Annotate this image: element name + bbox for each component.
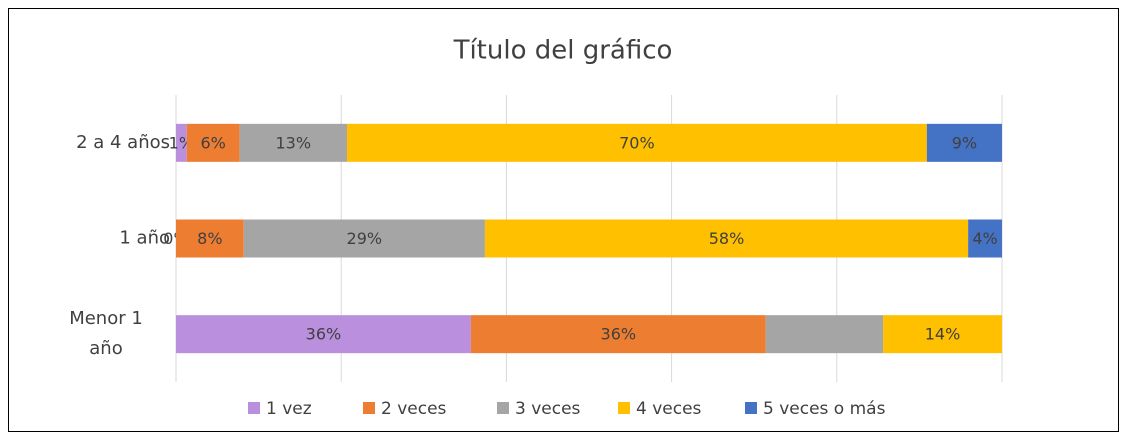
legend-label: 3 veces	[515, 399, 581, 419]
bar-segment	[243, 219, 485, 258]
legend-swatch	[248, 402, 260, 414]
data-label: 6%	[200, 133, 225, 152]
y-tick-label: 1 año	[119, 228, 170, 249]
bar-segment	[176, 315, 471, 354]
bar-segment	[968, 219, 1002, 258]
bar-segment	[883, 315, 1002, 354]
bar-segment	[765, 315, 884, 354]
legend-swatch	[363, 402, 375, 414]
legend-label: 2 veces	[381, 399, 447, 419]
legend-swatch	[745, 402, 757, 414]
y-tick-label: 2 a 4 años	[76, 132, 170, 153]
legend-label: 5 veces o más	[763, 399, 886, 419]
data-label: 36%	[601, 325, 637, 344]
legend-label: 4 veces	[636, 399, 702, 419]
data-label: 14%	[925, 325, 961, 344]
legend-label: 1 vez	[266, 399, 312, 419]
chart-title: Título del gráfico	[453, 36, 673, 66]
y-tick-label: Menor 1 año	[69, 308, 143, 359]
data-label: 58%	[709, 229, 745, 248]
bar-segment	[926, 123, 1002, 162]
data-label: 29%	[347, 229, 383, 248]
bar-segment	[176, 123, 187, 162]
bar-segment	[176, 219, 244, 258]
bar-segment	[239, 123, 347, 162]
bar-segment	[470, 315, 766, 354]
bar-segment	[186, 123, 240, 162]
data-label: 13%	[276, 133, 312, 152]
data-label: 9%	[952, 133, 977, 152]
data-label: 4%	[972, 229, 997, 248]
bar-segment	[346, 123, 927, 162]
data-label: 36%	[306, 325, 342, 344]
data-label: 70%	[619, 133, 655, 152]
legend-swatch	[618, 402, 630, 414]
data-label: 8%	[197, 229, 222, 248]
bar-segment	[484, 219, 969, 258]
legend-swatch	[497, 402, 509, 414]
